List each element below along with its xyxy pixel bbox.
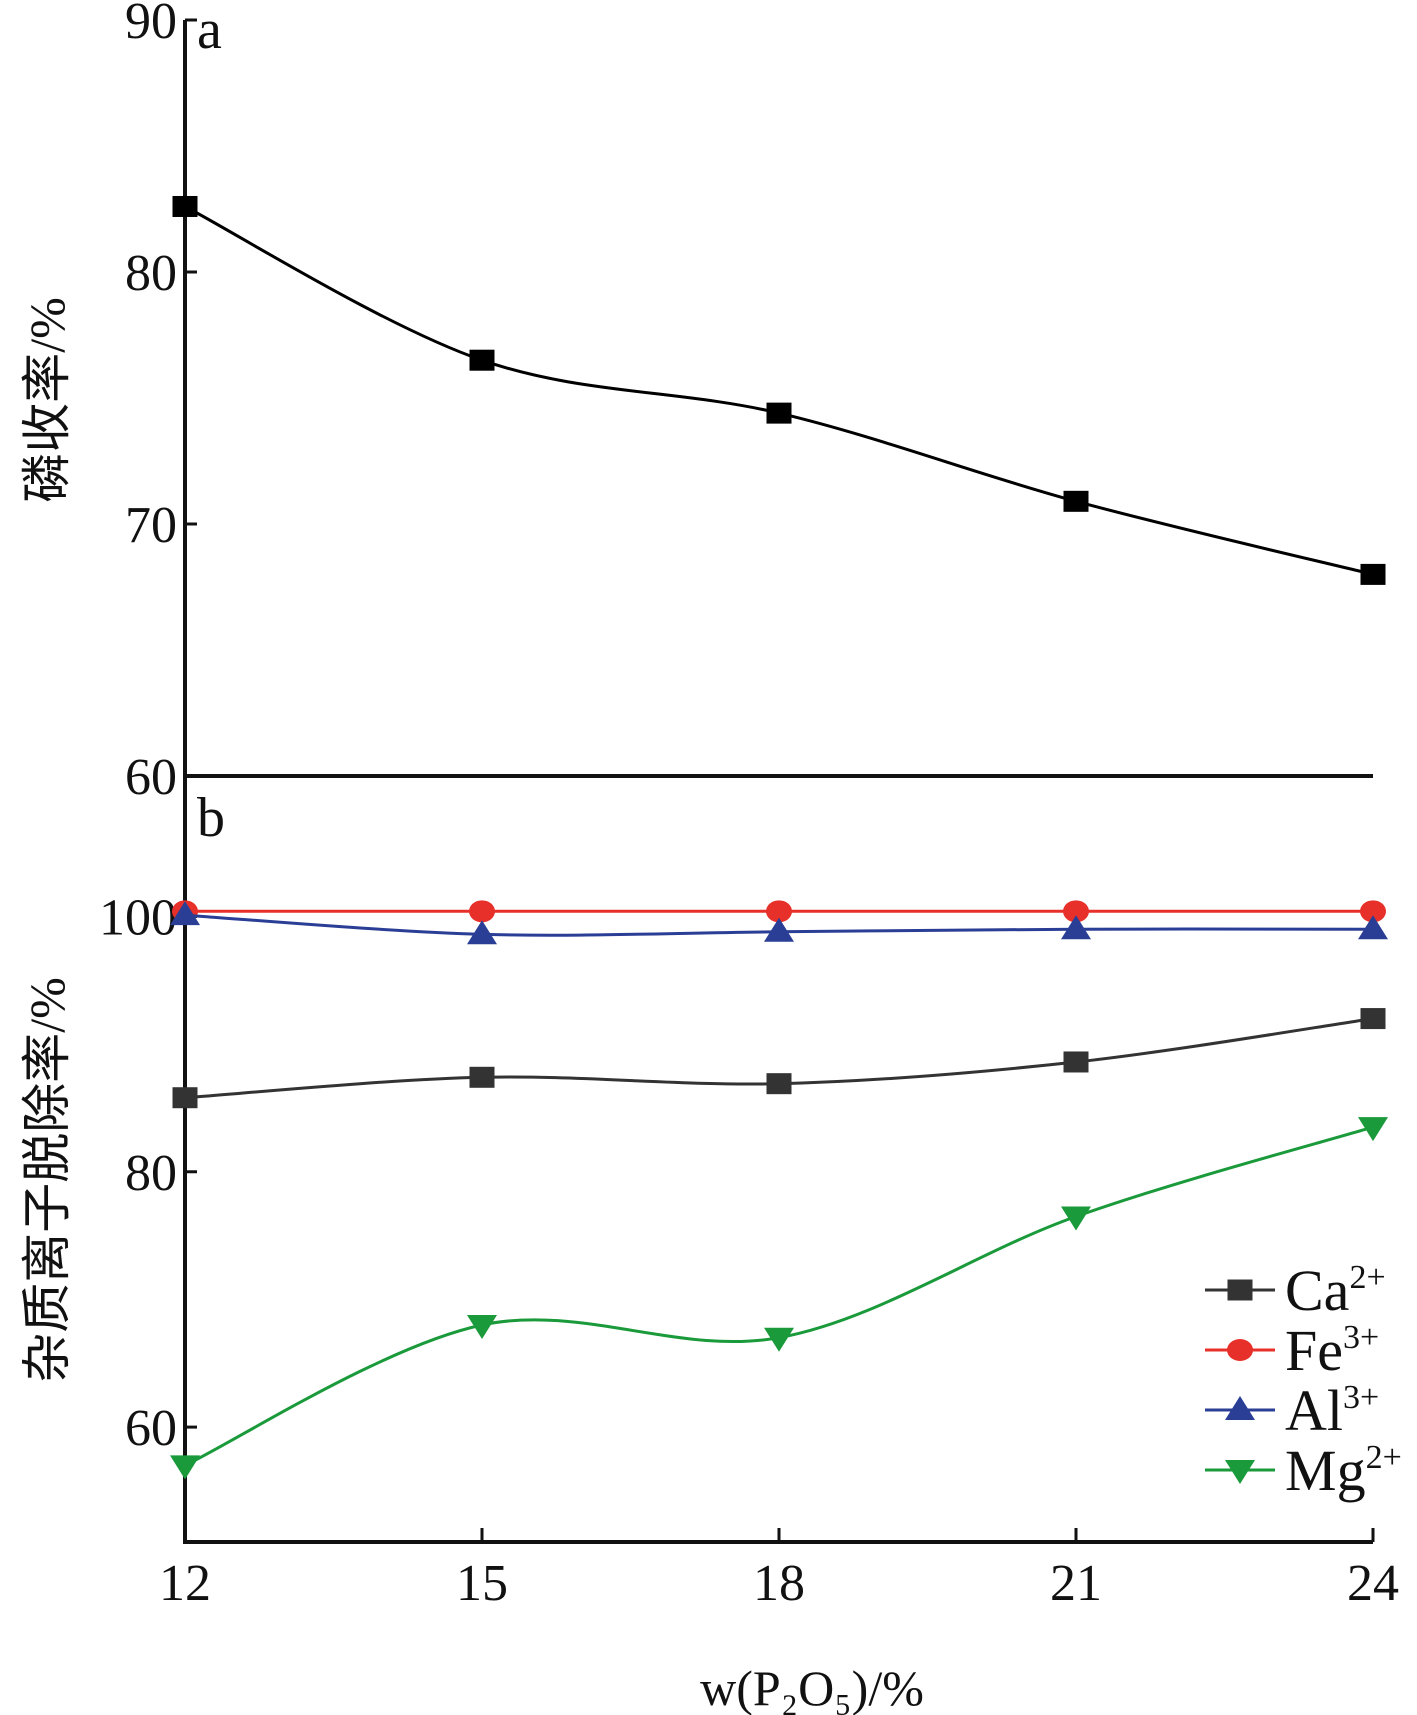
data-point-series-a-2 xyxy=(766,402,792,424)
x-tick-label: 24 xyxy=(1347,1555,1399,1612)
legend-label: Ca2+ xyxy=(1285,1258,1386,1323)
y-tick-label-b: 80 xyxy=(125,1145,177,1202)
legend-charge: 3+ xyxy=(1343,1379,1379,1416)
data-point-mg-b-0 xyxy=(170,1455,200,1480)
panel-a: 60 70 80 90 a 磷收率/% xyxy=(19,0,1386,806)
data-point-mg-b-2 xyxy=(764,1327,794,1352)
x-tick-label: 12 xyxy=(159,1555,211,1612)
series-line-mg-b xyxy=(184,1125,1374,1467)
y-tick-label-a: 60 xyxy=(125,749,177,806)
data-point-ca-b-2 xyxy=(766,1073,792,1095)
y-axis-title-b: 杂质离子脱除率/% xyxy=(19,977,75,1383)
legend-marker xyxy=(1227,1339,1253,1361)
data-point-series-a-3 xyxy=(1063,490,1089,512)
legend-marker xyxy=(1225,1396,1255,1420)
legend-marker xyxy=(1225,1460,1255,1484)
y-tick-label-b: 60 xyxy=(125,1400,177,1457)
data-point-series-a-0 xyxy=(172,195,198,217)
y-axis-title-a: 磷收率/% xyxy=(19,297,75,503)
y-tick-label-b: 100 xyxy=(99,889,177,946)
data-point-ca-b-0 xyxy=(172,1087,198,1109)
data-point-ca-b-4 xyxy=(1360,1008,1386,1030)
legend-charge: 3+ xyxy=(1343,1319,1379,1356)
legend-charge: 2+ xyxy=(1366,1439,1402,1476)
panel-label-a: a xyxy=(197,0,222,61)
x-tick-label: 18 xyxy=(753,1555,805,1612)
data-point-fe-b-4 xyxy=(1360,900,1386,923)
data-point-mg-b-1 xyxy=(467,1314,497,1339)
legend: Ca2+Fe3+Al3+Mg2+ xyxy=(1205,1258,1402,1503)
data-point-al-b-1 xyxy=(467,920,497,945)
panel-label-b: b xyxy=(197,787,225,849)
series-line-series-a xyxy=(184,205,1374,576)
data-point-ca-b-3 xyxy=(1063,1051,1089,1073)
legend-item-al: Al3+ xyxy=(1205,1378,1379,1443)
legend-label: Al3+ xyxy=(1285,1378,1379,1443)
data-point-al-b-3 xyxy=(1061,915,1091,940)
data-point-fe-b-3 xyxy=(1063,900,1089,923)
data-point-fe-b-1 xyxy=(469,900,495,923)
x-tick-label: 21 xyxy=(1050,1555,1102,1612)
data-point-al-b-4 xyxy=(1358,915,1388,940)
data-point-series-a-1 xyxy=(469,349,495,371)
data-point-mg-b-3 xyxy=(1061,1206,1091,1231)
legend-marker xyxy=(1227,1279,1253,1301)
legend-item-fe: Fe3+ xyxy=(1205,1318,1379,1383)
data-point-ca-b-1 xyxy=(469,1066,495,1088)
legend-label: Mg2+ xyxy=(1285,1438,1402,1503)
data-point-mg-b-4 xyxy=(1358,1117,1388,1142)
x-tick-label: 15 xyxy=(456,1555,508,1612)
x-axis-title: w(P₂O₅)/% xyxy=(700,1660,924,1715)
y-tick-label-a: 70 xyxy=(125,497,177,554)
y-tick-label-a: 80 xyxy=(125,245,177,302)
data-point-series-a-4 xyxy=(1360,563,1386,585)
panel-b: 60 80 100 b 杂质离子脱除率/% 12 15 18 21 24 Ca2+Fe3+Al3+M… xyxy=(19,776,1402,1612)
data-point-al-b-0 xyxy=(170,901,200,926)
legend-label: Fe3+ xyxy=(1285,1318,1379,1383)
data-point-al-b-2 xyxy=(764,917,794,942)
legend-charge: 2+ xyxy=(1349,1259,1385,1296)
data-point-fe-b-2 xyxy=(766,900,792,923)
y-tick-label-a: 90 xyxy=(125,0,177,50)
legend-item-ca: Ca2+ xyxy=(1205,1258,1386,1323)
legend-item-mg: Mg2+ xyxy=(1205,1438,1402,1503)
